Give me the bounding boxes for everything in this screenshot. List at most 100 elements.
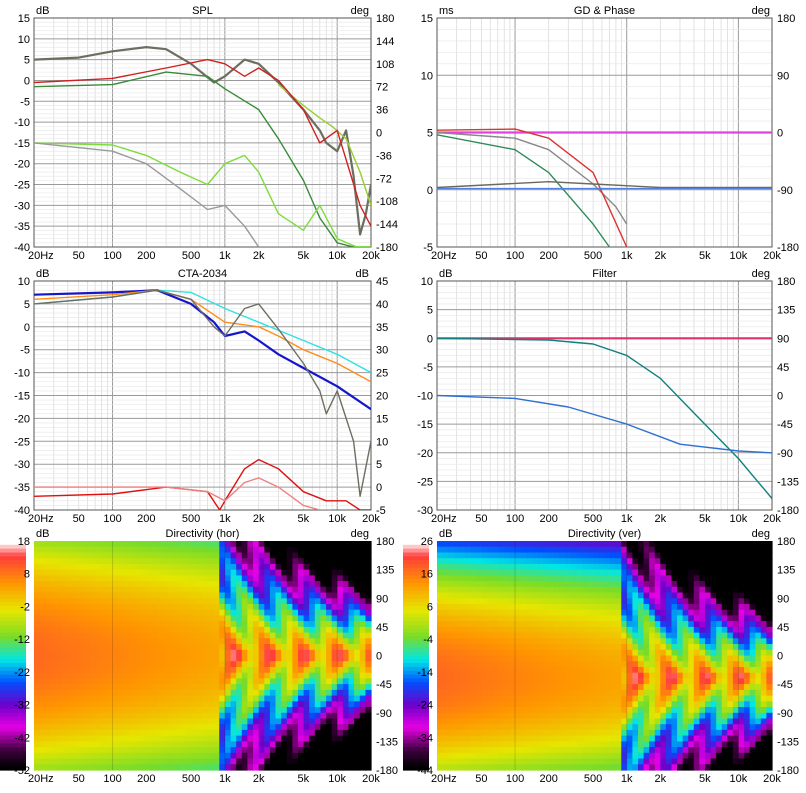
dir_ver-cell bbox=[722, 564, 728, 570]
dir_hor-cell bbox=[101, 684, 107, 690]
dir_hor-cell bbox=[45, 684, 51, 690]
dir_ver-cell bbox=[437, 575, 443, 581]
cta-right-tick: 30 bbox=[376, 345, 388, 357]
dir_ver-cell bbox=[487, 615, 493, 621]
dir_ver-cell bbox=[627, 696, 633, 702]
dir_ver-cell bbox=[543, 701, 549, 707]
dir_ver-cell bbox=[688, 604, 694, 610]
dir_hor-cell bbox=[337, 661, 343, 667]
dir_ver-cell bbox=[599, 587, 605, 593]
dir_ver-cell bbox=[605, 598, 611, 604]
dir_hor-cell bbox=[242, 661, 248, 667]
dir_ver-cell bbox=[582, 764, 588, 770]
dir_hor-cell bbox=[298, 678, 304, 684]
dir_hor-cell bbox=[315, 707, 321, 713]
dir_ver-cell bbox=[521, 610, 527, 616]
dir_hor-cell bbox=[169, 638, 175, 644]
dir_ver-cell bbox=[498, 724, 504, 730]
dir_ver-cell bbox=[627, 741, 633, 747]
dir_hor-cell bbox=[79, 558, 85, 564]
dir_hor-cell bbox=[203, 598, 209, 604]
dir_hor-cell bbox=[253, 736, 259, 742]
dir_hor-cell bbox=[57, 661, 63, 667]
spl-x-tick: 10k bbox=[328, 250, 346, 262]
dir_hor-cell bbox=[304, 575, 310, 581]
dir_hor-cell bbox=[68, 553, 74, 559]
spl-left-tick: 5 bbox=[24, 55, 30, 67]
dir_hor-cell bbox=[343, 615, 349, 621]
dir_hor-cell bbox=[203, 650, 209, 656]
dir_ver-cell bbox=[571, 741, 577, 747]
dir_hor-cell bbox=[113, 707, 119, 713]
dir_ver-cell bbox=[454, 713, 460, 719]
dir_ver-cell bbox=[526, 627, 532, 633]
dir_ver-cell bbox=[577, 736, 583, 742]
dir_hor-cell bbox=[113, 696, 119, 702]
dir_ver-cell bbox=[554, 598, 560, 604]
dir_hor-cell bbox=[73, 615, 79, 621]
dir_hor-cell bbox=[163, 627, 169, 633]
dir_hor-cell bbox=[281, 764, 287, 770]
dir_ver-cell bbox=[565, 638, 571, 644]
dir_hor-cell bbox=[113, 621, 119, 627]
dir_ver-cell bbox=[465, 598, 471, 604]
dir_ver-cell bbox=[493, 667, 499, 673]
dir_ver-cell bbox=[605, 610, 611, 616]
dir_hor-cell bbox=[68, 575, 74, 581]
dir_hor-cell bbox=[186, 656, 192, 662]
dir_ver-cell bbox=[571, 753, 577, 759]
dir_hor-cell bbox=[360, 553, 366, 559]
dir_hor-cell bbox=[365, 656, 371, 662]
dir_hor-cell bbox=[231, 661, 237, 667]
dir_hor-cell bbox=[214, 684, 220, 690]
dir_hor-cell bbox=[180, 707, 186, 713]
dir_ver-cell bbox=[705, 604, 711, 610]
dir_ver-cell bbox=[465, 558, 471, 564]
dir_hor-cell bbox=[34, 656, 40, 662]
dir_ver-cell bbox=[616, 730, 622, 736]
dir_hor-cell bbox=[365, 621, 371, 627]
dir_hor-cell bbox=[203, 638, 209, 644]
dir_hor-cell bbox=[287, 673, 293, 679]
dir_ver-cell bbox=[655, 661, 661, 667]
dir_hor-cell bbox=[225, 587, 231, 593]
dir_hor-cell bbox=[180, 558, 186, 564]
dir_ver-cell bbox=[465, 684, 471, 690]
dir_hor-cell bbox=[90, 581, 96, 587]
dir_hor-cell bbox=[315, 564, 321, 570]
dir_ver-cell bbox=[711, 587, 717, 593]
dir_ver-cell bbox=[649, 633, 655, 639]
dir_hor-cell bbox=[163, 558, 169, 564]
dir_ver-cell bbox=[465, 593, 471, 599]
dir_ver-cell bbox=[577, 701, 583, 707]
dir_hor-cell bbox=[191, 627, 197, 633]
dir_ver-cell bbox=[454, 638, 460, 644]
dir_hor-cell bbox=[118, 553, 124, 559]
dir_hor-cell bbox=[276, 615, 282, 621]
dir_hor-cell bbox=[276, 581, 282, 587]
dir_ver-cell bbox=[504, 581, 510, 587]
dir_ver-cell bbox=[448, 696, 454, 702]
dir_ver-cell bbox=[632, 747, 638, 753]
dir_hor-cell bbox=[186, 690, 192, 696]
dir_ver-cell bbox=[443, 764, 449, 770]
dir_ver-cell bbox=[560, 541, 566, 547]
dir_ver-cell bbox=[565, 724, 571, 730]
spl-x-tick: 2k bbox=[253, 250, 265, 262]
dir_hor-cell bbox=[191, 581, 197, 587]
dir_ver-cell bbox=[437, 667, 443, 673]
dir_hor-cell bbox=[365, 615, 371, 621]
dir_ver-cell bbox=[565, 575, 571, 581]
dir_ver-cell bbox=[655, 713, 661, 719]
dir_ver-cell bbox=[459, 667, 465, 673]
dir_hor-cell bbox=[113, 741, 119, 747]
dir_ver-cell bbox=[722, 661, 728, 667]
dir_hor-cell bbox=[354, 724, 360, 730]
dir_hor-cell bbox=[118, 678, 124, 684]
dir_hor-cell bbox=[51, 610, 57, 616]
dir_ver-cell bbox=[705, 570, 711, 576]
dir_ver-cell bbox=[560, 610, 566, 616]
dir_hor-cell bbox=[354, 593, 360, 599]
dir_hor-cell bbox=[180, 598, 186, 604]
dir_hor-cell bbox=[320, 759, 326, 765]
